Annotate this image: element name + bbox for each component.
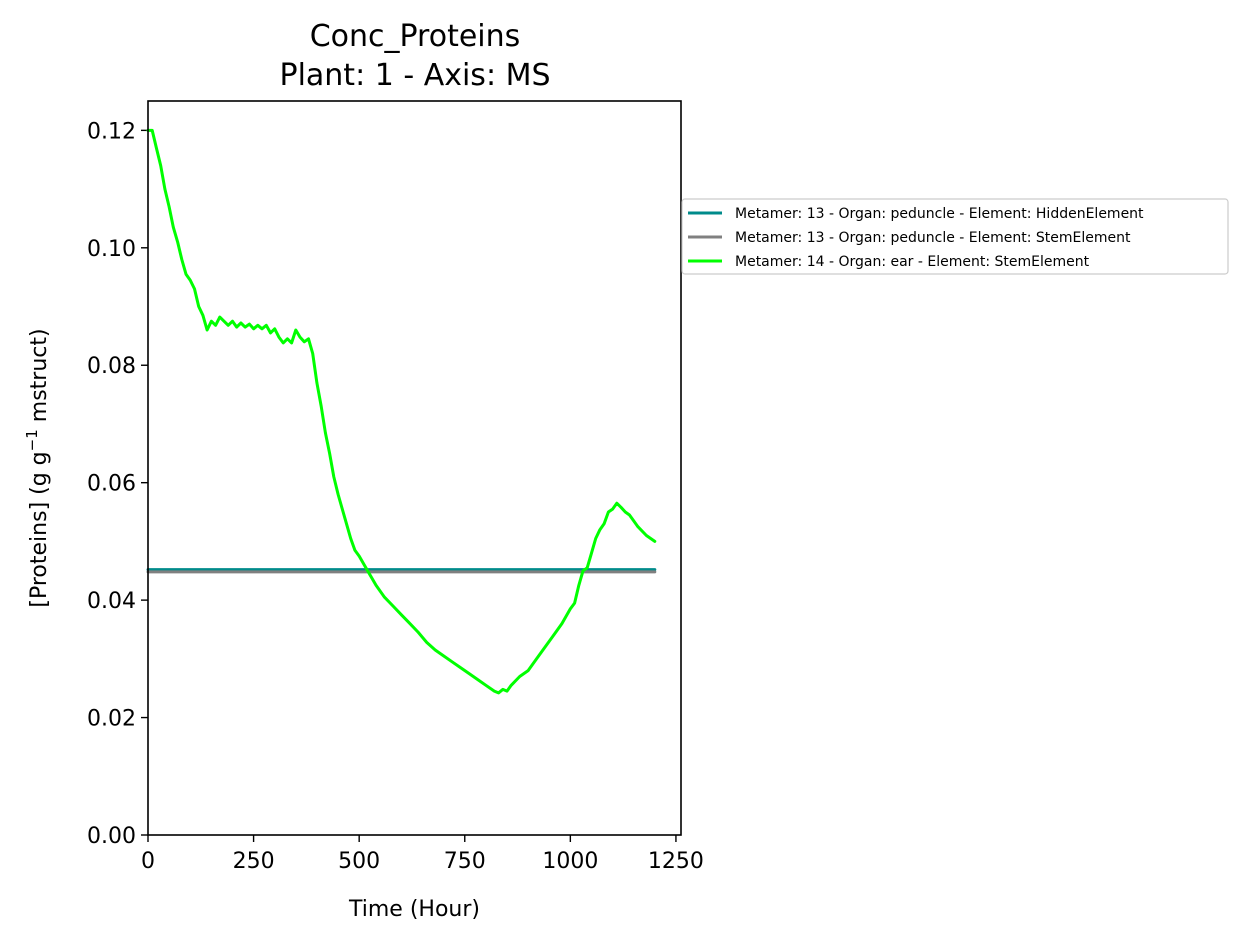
legend-label-2: Metamer: 13 - Organ: peduncle - Element:… xyxy=(735,230,1131,246)
legend: Metamer: 13 - Organ: peduncle - Element:… xyxy=(681,198,1229,275)
plot-lines xyxy=(146,128,657,695)
y-tick-label: 0.12 xyxy=(87,119,136,144)
x-tick-label: 500 xyxy=(338,849,380,874)
legend-label-1: Metamer: 13 - Organ: peduncle - Element:… xyxy=(735,206,1144,222)
axis-ticks: 0 250 500 750 1000 1250 0.00 0.02 0.04 0.06 0.08 0.… xyxy=(87,119,704,874)
legend-entries: Metamer: 13 - Organ: peduncle - Element:… xyxy=(688,206,1144,270)
chart-title: Conc_Proteins xyxy=(310,19,521,54)
y-tick-label: 0.04 xyxy=(87,589,136,614)
x-tick-label: 750 xyxy=(444,849,486,874)
y-axis-label-unit: mstruct) xyxy=(27,328,52,429)
x-tick-label: 1250 xyxy=(648,849,704,874)
y-tick-label: 0.00 xyxy=(87,824,136,849)
y-tick-label: 0.10 xyxy=(87,237,136,262)
y-axis-label-exponent: −1 xyxy=(23,429,41,451)
x-tick-label: 0 xyxy=(141,849,155,874)
y-tick-label: 0.08 xyxy=(87,354,136,379)
legend-frame xyxy=(681,198,1229,275)
y-axis-label: [Proteins] (g g−1 mstruct) xyxy=(23,328,52,607)
x-tick-label: 250 xyxy=(233,849,275,874)
chart-subtitle: Plant: 1 - Axis: MS xyxy=(279,58,550,93)
x-tick-label: 1000 xyxy=(542,849,598,874)
y-axis-label-main: [Proteins] (g g xyxy=(27,451,52,607)
plot-area-frame xyxy=(147,100,682,836)
series-line-3 xyxy=(146,128,657,695)
x-axis-label: Time (Hour) xyxy=(348,897,480,922)
legend-label-3: Metamer: 14 - Organ: ear - Element: Stem… xyxy=(735,254,1090,270)
y-tick-label: 0.02 xyxy=(87,707,136,732)
y-tick-label: 0.06 xyxy=(87,472,136,497)
